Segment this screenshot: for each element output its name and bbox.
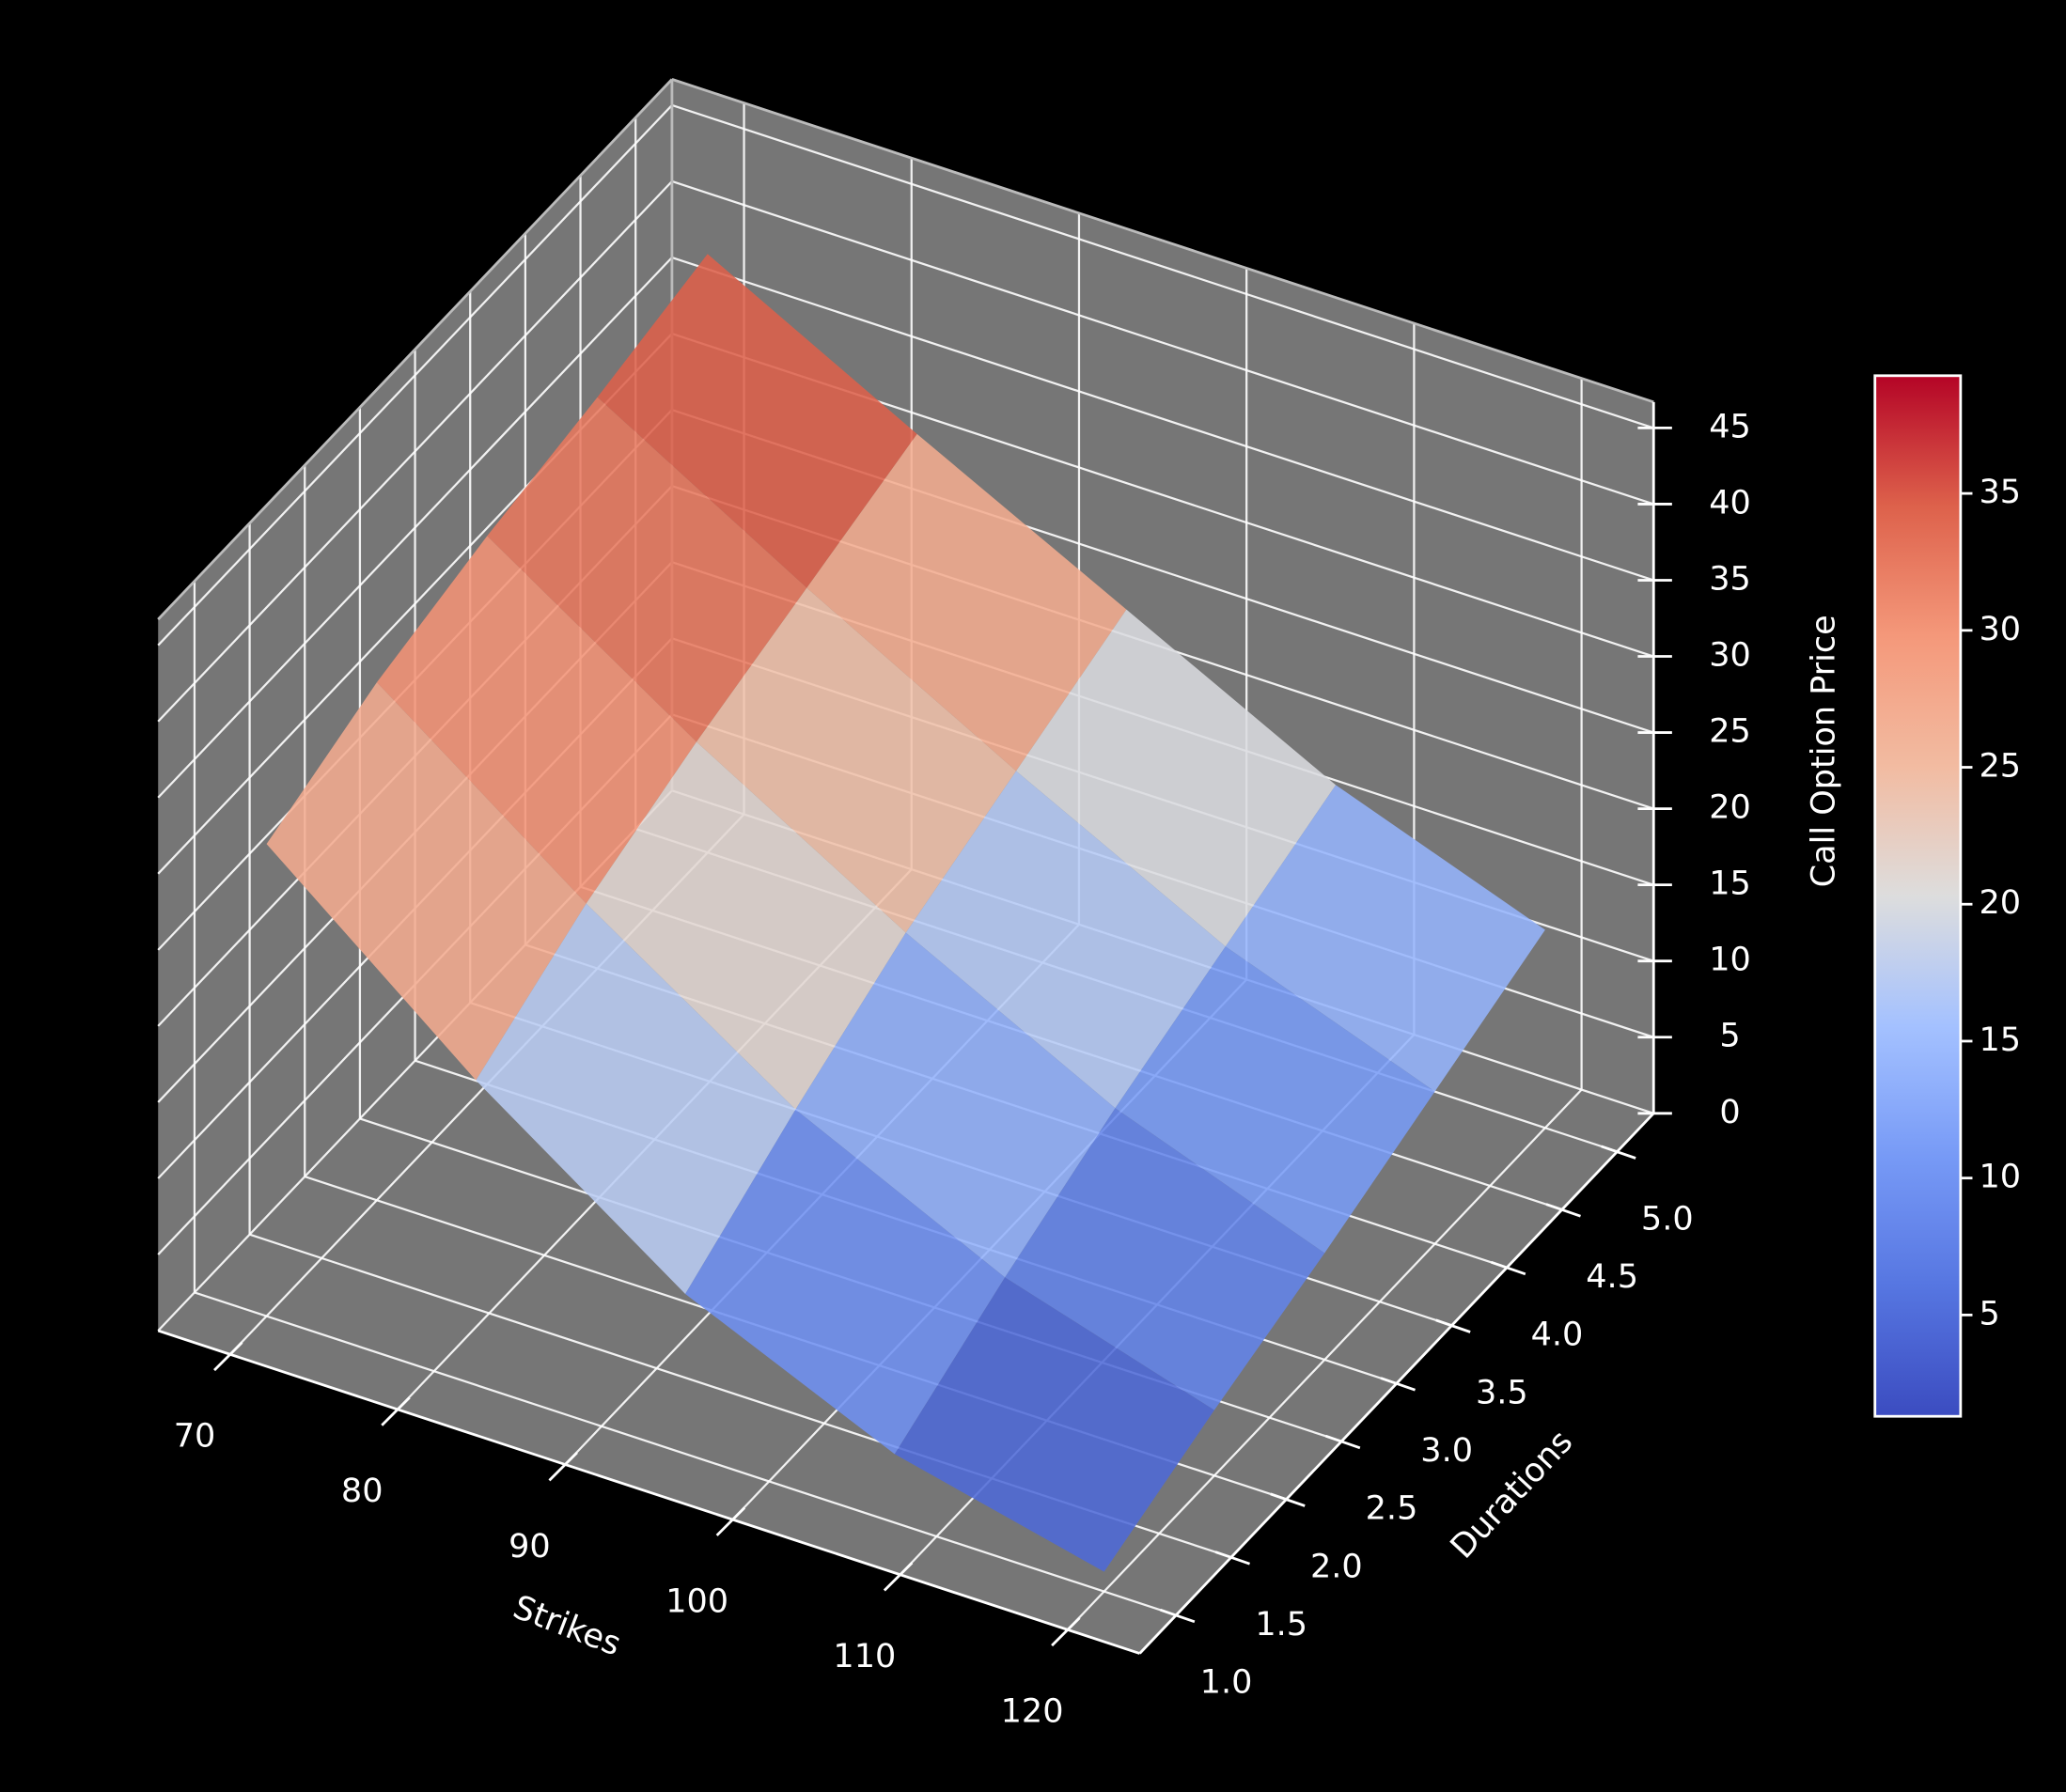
y-tick-label: 3.5 — [1476, 1373, 1528, 1411]
x-tick-label: 90 — [509, 1527, 551, 1566]
y-tick — [1490, 1260, 1526, 1276]
colorbar-tick-label: 15 — [1979, 1021, 2021, 1059]
y-tick — [1214, 1550, 1251, 1566]
z-axis-label: Call Option Price — [1804, 615, 1842, 887]
surface-patch — [487, 397, 807, 742]
x-tick-label: 70 — [174, 1417, 216, 1456]
y-tick-label: 1.0 — [1200, 1663, 1253, 1702]
surface-patch — [894, 1277, 1214, 1572]
z-tick-label: 35 — [1709, 559, 1751, 598]
colorbar-tick-label: 30 — [1979, 610, 2021, 648]
x-tick-label: 120 — [1001, 1692, 1064, 1731]
z-tick-label: 20 — [1709, 788, 1751, 827]
surface-patch — [597, 254, 917, 588]
y-tick — [1324, 1434, 1361, 1450]
surface-patch — [795, 932, 1116, 1278]
z-tick-label: 30 — [1709, 636, 1751, 675]
y-tick — [1270, 1492, 1306, 1507]
plot-3d: 7080901001101201.01.52.02.53.03.54.04.55… — [157, 78, 1751, 1731]
y-tick — [1435, 1318, 1471, 1333]
surface-patch — [1115, 946, 1435, 1254]
x-tick-label: 80 — [341, 1472, 383, 1510]
grid-line — [157, 180, 673, 723]
x-tick — [1051, 1616, 1081, 1647]
surface-patch — [376, 536, 696, 904]
y-tick-label: 4.0 — [1531, 1316, 1584, 1354]
x-tick — [715, 1506, 746, 1536]
pane-edge — [671, 78, 1654, 404]
colorbar-tick-label: 5 — [1979, 1294, 1999, 1332]
z-tick-label: 5 — [1719, 1017, 1740, 1055]
x-tick — [213, 1341, 243, 1372]
grid-line — [157, 104, 673, 647]
x-tick — [381, 1396, 411, 1426]
x-tick — [883, 1562, 914, 1592]
pane-edge — [157, 78, 673, 621]
surface-patch — [586, 741, 906, 1110]
grid-line — [157, 257, 673, 799]
y-tick — [1601, 1145, 1636, 1160]
surface-patch — [266, 682, 587, 1081]
y-tick-label: 3.0 — [1420, 1431, 1473, 1470]
y-tick — [1545, 1203, 1581, 1218]
surface-patch — [685, 1109, 1006, 1455]
z-tick-label: 40 — [1709, 483, 1751, 522]
z-tick-label: 10 — [1709, 941, 1751, 979]
surface-patch — [905, 771, 1226, 1109]
z-tick-label: 0 — [1719, 1093, 1740, 1131]
colorbar-tick-label: 10 — [1979, 1158, 2021, 1196]
surface-patch — [696, 587, 1017, 933]
y-tick-label: 4.5 — [1586, 1257, 1638, 1296]
z-tick-label: 45 — [1709, 407, 1751, 445]
x-tick-label: 100 — [665, 1582, 728, 1620]
y-tick — [1159, 1608, 1196, 1624]
grid-line — [194, 1291, 1177, 1616]
y-tick-label: 2.0 — [1310, 1547, 1363, 1585]
colorbar-tick-label: 25 — [1979, 747, 2021, 786]
z-tick-label: 15 — [1709, 865, 1751, 903]
surface-patch — [1005, 1108, 1325, 1410]
colorbar — [1873, 374, 1963, 1418]
x-axis-line — [157, 1329, 1140, 1655]
surface-patch — [476, 903, 796, 1294]
y-tick — [1380, 1377, 1416, 1392]
surface-patch — [806, 433, 1127, 771]
z-tick-label: 25 — [1709, 712, 1751, 751]
surface-patch — [1225, 785, 1545, 1092]
grid-line — [671, 103, 1654, 429]
colorbar-tick-label: 35 — [1979, 473, 2021, 511]
x-tick — [548, 1451, 578, 1482]
grid-line — [671, 179, 1654, 506]
y-tick-label: 1.5 — [1255, 1605, 1307, 1644]
x-tick-label: 110 — [833, 1637, 896, 1675]
y-tick-label: 2.5 — [1366, 1489, 1418, 1528]
y-tick-label: 5.0 — [1641, 1199, 1694, 1238]
grid-line — [671, 256, 1654, 582]
surface-patch — [1016, 609, 1337, 947]
colorbar-tick-label: 20 — [1979, 883, 2021, 922]
